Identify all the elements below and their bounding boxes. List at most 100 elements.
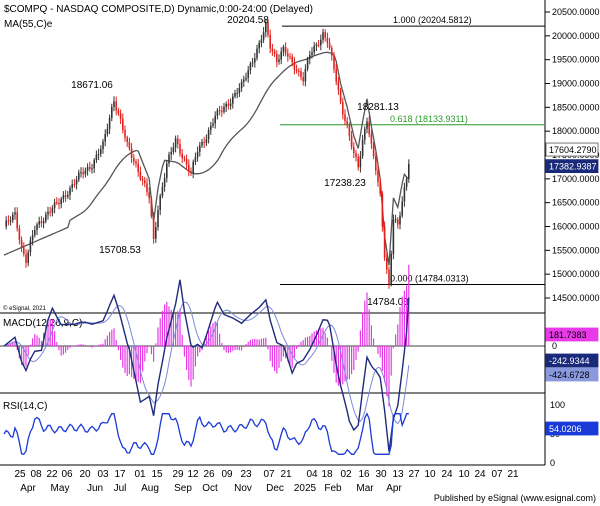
candle-body	[45, 214, 47, 222]
candle-body	[86, 166, 89, 171]
candle-body	[273, 51, 276, 54]
candle-body	[49, 211, 51, 213]
candle-body	[342, 102, 344, 115]
candle-body	[256, 48, 258, 59]
candle-body	[201, 141, 203, 146]
candle-body	[205, 139, 208, 143]
candle-body	[232, 96, 234, 104]
candle-body	[80, 172, 82, 174]
candle-body	[258, 42, 260, 49]
candle-body	[102, 141, 104, 150]
price-tick-label: 18000.0000	[552, 126, 600, 136]
candle-body	[190, 171, 192, 173]
candle-body	[269, 34, 271, 49]
candle-body	[300, 71, 302, 78]
candle-body	[361, 139, 364, 157]
rsi-label: RSI(14,C)	[3, 401, 47, 412]
candle-body	[177, 138, 179, 145]
candle-body	[280, 51, 282, 60]
x-month-label: Apr	[20, 483, 36, 494]
candle-body	[282, 46, 285, 52]
x-day-label: 07	[263, 469, 275, 480]
price-panel	[0, 0, 546, 465]
x-day-label: 07	[491, 469, 503, 480]
candle-body	[111, 106, 113, 118]
fib-label: 0.000 (14784.0313)	[390, 273, 469, 283]
candle-body	[238, 88, 241, 94]
candle-body	[135, 161, 137, 164]
candle-body	[368, 121, 370, 135]
fib-label: 0.618 (18133.9311)	[390, 114, 468, 124]
candle-body	[223, 106, 225, 112]
price-annotation: 18671.06	[71, 80, 113, 91]
candle-body	[236, 93, 238, 95]
candle-body	[47, 211, 49, 215]
copyright-text: © eSignal, 2021	[3, 305, 46, 312]
value-tag-box	[545, 353, 599, 368]
candle-body	[287, 53, 289, 57]
price-tick-label: 15000.0000	[552, 269, 600, 279]
candle-body	[212, 123, 214, 126]
candle-body	[304, 68, 307, 82]
value-tag-ma: 17604.2790	[549, 145, 597, 155]
candle-body	[403, 186, 406, 202]
candle-body	[117, 110, 120, 114]
x-month-label: Nov	[234, 483, 252, 494]
candle-body	[141, 179, 144, 181]
candle-body	[234, 93, 236, 97]
candle-body	[295, 69, 298, 72]
candle-body	[322, 32, 324, 40]
x-day-label: 16	[358, 469, 370, 480]
x-day-label: 13	[392, 469, 404, 480]
candle-body	[386, 257, 388, 270]
price-annotation: 17238.23	[324, 178, 366, 189]
x-month-label: Apr	[386, 483, 402, 494]
candle-body	[302, 77, 304, 82]
candle-body	[344, 114, 346, 122]
candle-body	[364, 128, 366, 140]
candle-body	[53, 202, 56, 209]
value-tag-last: 17382.9387	[549, 162, 597, 172]
candle-body	[315, 44, 318, 47]
candle-body	[42, 221, 45, 224]
candle-body	[381, 193, 384, 227]
candle-body	[251, 62, 254, 64]
candle-body	[210, 125, 212, 131]
candle-body	[262, 32, 265, 40]
candle-body	[199, 145, 201, 152]
x-month-label: Oct	[202, 483, 218, 494]
candle-body	[298, 71, 300, 73]
x-day-label: 26	[203, 469, 215, 480]
candle-body	[7, 220, 10, 222]
x-month-label: Sep	[174, 483, 192, 494]
price-tick-label: 18500.0000	[552, 102, 600, 112]
x-day-label: 23	[240, 469, 252, 480]
candle-body	[168, 154, 170, 164]
candle-body	[370, 134, 373, 144]
x-day-label: 09	[221, 469, 233, 480]
price-axis: 20500.0000 20000.0000 19500.0000 19000.0000…	[545, 7, 600, 303]
value-tag-signal: -424.6728	[549, 370, 590, 380]
price-annotation: 20204.58	[227, 15, 269, 26]
candle-body	[306, 59, 309, 69]
candle-body	[62, 195, 65, 200]
x-day-label: 02	[340, 469, 352, 480]
candle-body	[181, 153, 183, 158]
candle-body	[313, 46, 315, 53]
x-day-label: 24	[441, 469, 453, 480]
candle-body	[271, 48, 274, 52]
fib-levels: 1.000 (20204.5812) 0.618 (18133.9311) 0.00…	[280, 15, 545, 285]
candle-body	[113, 101, 115, 107]
x-day-label: 18	[321, 469, 333, 480]
value-tag-rsi: 54.0206	[549, 424, 582, 434]
candle-body	[317, 44, 320, 46]
candle-body	[348, 124, 351, 136]
candle-body	[196, 151, 199, 158]
candle-body	[183, 157, 186, 159]
rsi-line	[3, 412, 409, 456]
x-day-label: 20	[79, 469, 91, 480]
candle-body	[170, 151, 172, 155]
macd-label: MACD(12,26,9,C)	[3, 318, 82, 329]
candle-body	[291, 56, 293, 63]
price-tick-label: 20000.0000	[552, 31, 600, 41]
